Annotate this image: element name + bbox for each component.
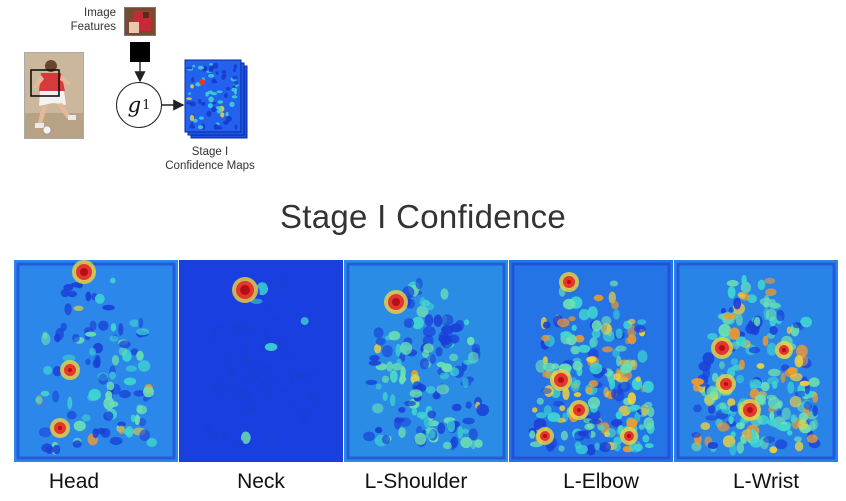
- image-features-label-line-1: Image: [84, 7, 116, 19]
- label-head: Head: [48, 470, 100, 493]
- g1-node-symbol: g: [127, 93, 142, 117]
- heatmap-blobs: [199, 277, 322, 448]
- stack-caption-line-2: Confidence Maps: [165, 160, 255, 172]
- heatmap-panel-head: [14, 260, 178, 462]
- heatmap-panel-l-shoulder: [344, 260, 508, 462]
- confidence-title: Stage I Confidence: [279, 198, 567, 235]
- heatmap-blobs: [528, 272, 655, 456]
- stack-caption: Stage I Confidence Maps: [150, 145, 270, 173]
- confidence-map-stack: [184, 59, 248, 139]
- diagram-arrows: [134, 62, 185, 111]
- heatmap-panel-l-elbow: [509, 260, 673, 462]
- heatmap-blobs: [363, 277, 489, 451]
- stack-front-map: [186, 62, 239, 130]
- feature-extractor-box: [130, 42, 150, 62]
- heatmap-blobs: [35, 260, 157, 455]
- g1-node-subscript: 1: [142, 97, 151, 113]
- label-l-shoulder: L-Shoulder: [364, 470, 468, 493]
- stack-caption-line-1: Stage I: [191, 146, 229, 158]
- image-features-thumbnail: [124, 7, 156, 36]
- image-features-label: Image Features: [52, 6, 116, 34]
- image-features-label-line-2: Features: [70, 21, 116, 33]
- label-l-elbow: L-Elbow: [563, 470, 639, 493]
- label-neck: Neck: [237, 470, 285, 493]
- label-l-wrist: L-Wrist: [732, 470, 800, 493]
- heatmap-blobs: [691, 274, 821, 456]
- person-photo: [24, 52, 84, 139]
- heatmap-panel-neck: [179, 260, 343, 462]
- heatmap-panel-l-wrist: [674, 260, 838, 462]
